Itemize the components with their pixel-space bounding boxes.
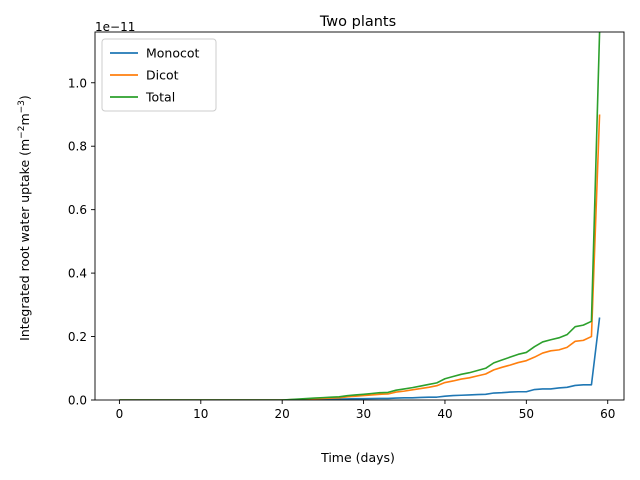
- y-axis: 0.0 0.2 0.4 0.6 0.8 1.0: [68, 76, 95, 408]
- y-tick-label: 0.2: [68, 330, 87, 344]
- x-tick-label: 40: [437, 407, 452, 421]
- x-axis-label: Time (days): [320, 450, 395, 465]
- x-tick-label: 30: [356, 407, 371, 421]
- x-tick-label: 0: [116, 407, 124, 421]
- x-tick-label: 60: [600, 407, 615, 421]
- y-tick-label: 0.8: [68, 140, 87, 154]
- legend-label: Total: [145, 90, 175, 105]
- x-tick-label: 20: [275, 407, 290, 421]
- series-line-monocot: [119, 317, 601, 400]
- x-tick-label: 50: [519, 407, 534, 421]
- x-tick-label: 10: [193, 407, 208, 421]
- legend: Monocot Dicot Total: [101, 38, 217, 112]
- legend-label: Monocot: [146, 46, 200, 61]
- axes-frame: [94, 31, 625, 401]
- chart-title: Two plants: [319, 14, 396, 30]
- legend-label: Dicot: [146, 68, 179, 83]
- series-line-total: [119, 32, 601, 400]
- y-tick-label: 1.0: [68, 76, 87, 90]
- y-tick-label: 0.0: [68, 394, 87, 408]
- legend-box: [101, 38, 217, 112]
- x-axis: 0 10 20 30 40 50 60: [116, 400, 615, 421]
- plot-area: [119, 32, 601, 400]
- y-offset-text: 1e−11: [95, 20, 135, 34]
- y-tick-label: 0.6: [68, 203, 87, 217]
- series-line-dicot: [119, 114, 601, 400]
- y-axis-label: Integrated root water uptake (m−2m−3): [17, 95, 32, 341]
- y-tick-label: 0.4: [68, 267, 87, 281]
